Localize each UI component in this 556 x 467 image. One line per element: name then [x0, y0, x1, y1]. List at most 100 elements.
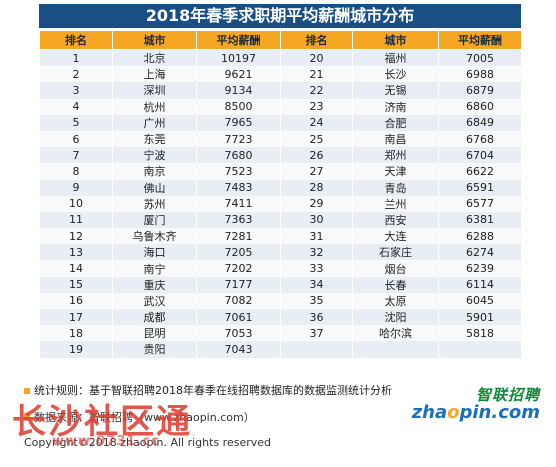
bullet-icon	[24, 388, 30, 394]
cell-city: 郑州	[352, 147, 439, 164]
zhaopin-logo-en: zhaopin.com	[412, 402, 540, 423]
header-salary: 平均薪酬	[438, 30, 522, 50]
cell-salary: 6381	[438, 211, 522, 229]
cell-rank: 13	[39, 244, 113, 261]
footer: 统计规则：基于智联招聘2018年春季在线招聘数据库的数据监测统计分析 数据来源：…	[24, 384, 544, 464]
cell-salary: 9621	[196, 66, 281, 83]
cell-city: 长春	[352, 276, 439, 293]
cell-rank: 5	[39, 114, 113, 131]
cell-rank: 33	[280, 260, 353, 277]
cell-city: 厦门	[112, 211, 197, 229]
cell-city: 杭州	[112, 98, 197, 115]
header-rank: 排名	[280, 30, 353, 50]
table-row: 17 成都 7061 36 沈阳 5901	[39, 309, 522, 326]
cell-city: 深圳	[112, 82, 197, 99]
cell-salary: 6988	[438, 66, 522, 83]
cell-rank: 10	[39, 195, 113, 212]
cell-city: 南昌	[352, 130, 439, 148]
cell-rank: 11	[39, 211, 113, 229]
cell-city: 青岛	[352, 179, 439, 196]
cell-salary: 6239	[438, 260, 522, 277]
cell-city: 大连	[352, 228, 439, 245]
cell-salary: 9134	[196, 82, 281, 99]
cell-city: 石家庄	[352, 244, 439, 261]
table-row: 11 厦门 7363 30 西安 6381	[39, 211, 522, 229]
cell-salary: 6288	[438, 228, 522, 245]
cell-city: 太原	[352, 292, 439, 309]
table-row: 14 南宁 7202 33 烟台 6239	[39, 260, 522, 277]
cell-salary: 6622	[438, 163, 522, 180]
cell-salary: 7965	[196, 114, 281, 131]
cell-rank: 31	[280, 228, 353, 245]
cell-city: 南宁	[112, 260, 197, 277]
cell-city: 佛山	[112, 179, 197, 196]
cell-rank: 22	[280, 82, 353, 99]
cell-rank: 17	[39, 309, 113, 326]
bullet-icon	[24, 414, 30, 420]
cell-rank: 32	[280, 244, 353, 261]
logo-en-part: pin.com	[459, 402, 541, 423]
cell-salary: 5818	[438, 325, 522, 342]
cell-city: 哈尔滨	[352, 325, 439, 342]
table-row: 10 苏州 7411 29 兰州 6577	[39, 195, 522, 212]
cell-rank: 36	[280, 309, 353, 326]
cell-city: 成都	[112, 309, 197, 326]
cell-salary: 6704	[438, 147, 522, 164]
cell-city: 天津	[352, 163, 439, 180]
page-title: 2018年春季求职期平均薪酬城市分布	[39, 4, 521, 28]
cell-rank: 37	[280, 325, 353, 342]
cell-rank: 8	[39, 163, 113, 180]
logo-en-part: zha	[411, 402, 448, 423]
cell-city: 兰州	[352, 195, 439, 212]
cell-rank: 15	[39, 276, 113, 293]
cell-salary: 7205	[196, 244, 281, 261]
table-row: 9 佛山 7483 28 青岛 6591	[39, 179, 522, 196]
cell-city: 合肥	[352, 114, 439, 131]
cell-salary: 7680	[196, 147, 281, 164]
table-row: 2 上海 9621 21 长沙 6988	[39, 66, 522, 83]
cell-rank: 23	[280, 98, 353, 115]
cell-city: 广州	[112, 114, 197, 131]
cell-salary: 6114	[438, 276, 522, 293]
cell-rank: 18	[39, 325, 113, 342]
table-row: 5 广州 7965 24 合肥 6849	[39, 114, 522, 131]
cell-city: 昆明	[112, 325, 197, 342]
cell-salary: 7281	[196, 228, 281, 245]
cell-salary: 7005	[438, 49, 522, 67]
copyright: Copyright©2018 zhaopin. All rights reser…	[24, 436, 271, 449]
cell-city: 北京	[112, 49, 197, 67]
table-row: 16 武汉 7082 35 太原 6045	[39, 292, 522, 309]
cell-salary: 6860	[438, 98, 522, 115]
stats-note: 统计规则：基于智联招聘2018年春季在线招聘数据库的数据监测统计分析	[24, 384, 392, 398]
cell-salary: 6879	[438, 82, 522, 99]
cell-salary: 6768	[438, 130, 522, 148]
table-row: 8 南京 7523 27 天津 6622	[39, 163, 522, 180]
cell-city: 西安	[352, 211, 439, 229]
cell-rank: 27	[280, 163, 353, 180]
cell-rank: 26	[280, 147, 353, 164]
cell-salary: 7523	[196, 163, 281, 180]
table-row: 12 乌鲁木齐 7281 31 大连 6288	[39, 228, 522, 245]
table-header-row: 排名 城市 平均薪酬 排名 城市 平均薪酬	[39, 30, 522, 50]
cell-rank: 3	[39, 82, 113, 99]
cell-city: 沈阳	[352, 309, 439, 326]
cell-salary: 5901	[438, 309, 522, 326]
cell-rank: 28	[280, 179, 353, 196]
cell-salary: 7202	[196, 260, 281, 277]
cell-salary: 6849	[438, 114, 522, 131]
cell-rank: 12	[39, 228, 113, 245]
table-row: 3 深圳 9134 22 无锡 6879	[39, 82, 522, 99]
cell-salary: 8500	[196, 98, 281, 115]
header-salary: 平均薪酬	[196, 30, 281, 50]
cell-city: 乌鲁木齐	[112, 228, 197, 245]
stats-note-text: 统计规则：基于智联招聘2018年春季在线招聘数据库的数据监测统计分析	[34, 384, 392, 397]
cell-rank: 24	[280, 114, 353, 131]
cell-rank: 19	[39, 341, 113, 358]
cell-city: 宁波	[112, 147, 197, 164]
cell-city: 长沙	[352, 66, 439, 83]
table-row: 13 海口 7205 32 石家庄 6274	[39, 244, 522, 261]
table-row: 19 贵阳 7043	[39, 341, 522, 358]
cell-salary: 6591	[438, 179, 522, 196]
header-city: 城市	[352, 30, 439, 50]
cell-salary: 6577	[438, 195, 522, 212]
